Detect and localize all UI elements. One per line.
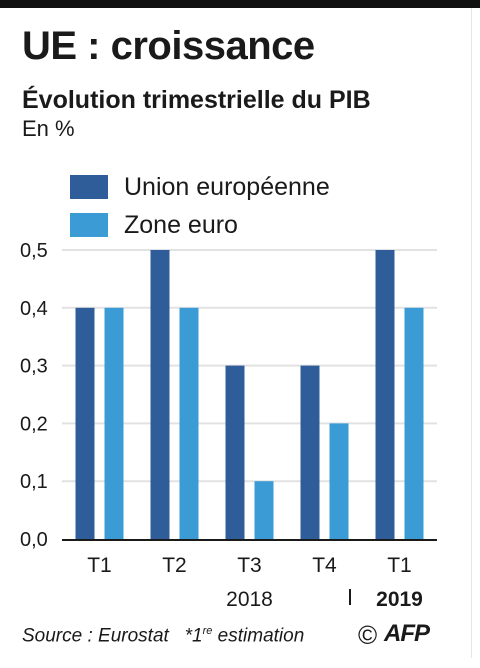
legend-label-zone-euro: Zone euro (124, 210, 238, 239)
year-label: 2018 (226, 588, 273, 611)
bar-union-europeenne (300, 365, 320, 539)
year-label: 2019 (376, 588, 423, 611)
legend: Union européenne Zone euro (70, 168, 330, 244)
afp-logo: AFP (384, 620, 430, 647)
bar-zone-euro (104, 307, 124, 539)
legend-item-union-europeenne: Union européenne (70, 168, 330, 206)
estimation-text: estimation (212, 625, 305, 647)
legend-item-zone-euro: Zone euro (70, 206, 330, 244)
y-tick-label: 0,1 (20, 471, 48, 493)
bar-zone-euro (179, 307, 199, 539)
x-tick-label: T2 (162, 554, 187, 577)
y-tick-label: 0,0 (20, 529, 48, 551)
x-tick-label: T4 (312, 554, 337, 577)
x-tick-label: T1 (87, 554, 112, 577)
bar-union-europeenne (225, 365, 245, 539)
x-tick-label: T3 (237, 554, 262, 577)
unit-label: En % (22, 116, 75, 141)
legend-label-union-europeenne: Union européenne (124, 172, 330, 201)
bar-zone-euro (404, 307, 424, 539)
source-text: Source : Eurostat (22, 625, 169, 647)
chart-subtitle: Évolution trimestrielle du PIB (22, 86, 371, 114)
x-tick-label: T1 (387, 554, 412, 577)
y-tick-label: 0,2 (20, 413, 48, 435)
copyright-icon: © (358, 620, 378, 650)
chart-title: UE : croissance (22, 24, 315, 68)
y-tick-label: 0,3 (20, 356, 48, 378)
right-border (471, 8, 472, 658)
source-note: Source : Eurostat *1re estimation (22, 625, 304, 647)
bar-union-europeenne (375, 250, 395, 539)
bar-union-europeenne (150, 250, 170, 539)
bar-zone-euro (329, 423, 349, 539)
bar-zone-euro (254, 481, 274, 539)
legend-swatch-union-europeenne (70, 175, 108, 199)
y-tick-label: 0,5 (20, 240, 48, 262)
bar-union-europeenne (75, 307, 95, 539)
y-tick-label: 0,4 (20, 298, 48, 320)
estimation-sup: re (202, 625, 213, 637)
legend-swatch-zone-euro (70, 213, 108, 237)
top-bar (0, 0, 480, 8)
estimation-star: *1 (184, 625, 203, 647)
